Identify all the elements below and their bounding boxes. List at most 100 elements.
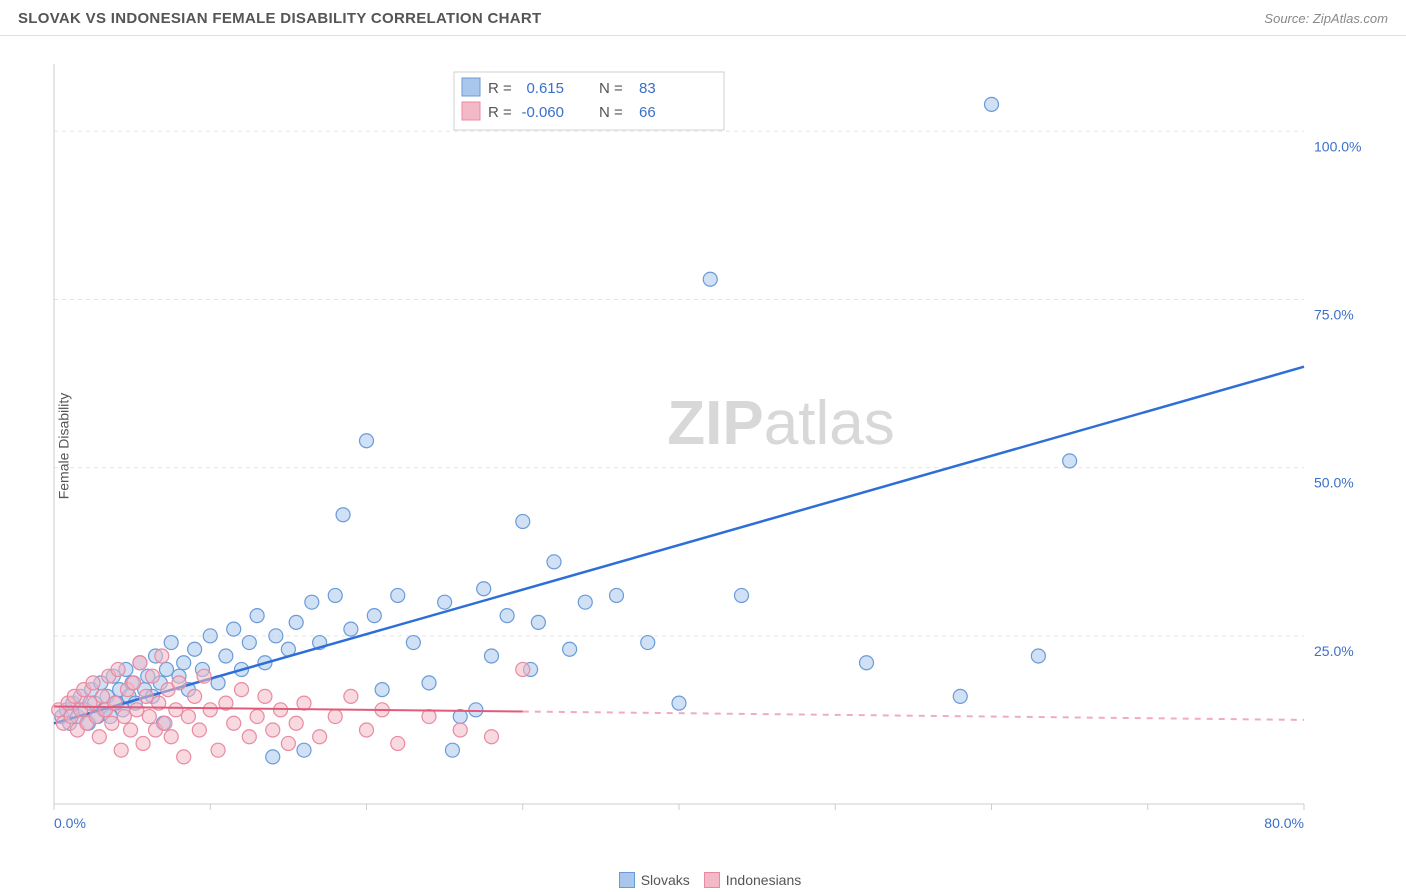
scatter-point-indonesians xyxy=(127,676,141,690)
scatter-point-indonesians xyxy=(485,730,499,744)
scatter-point-indonesians xyxy=(250,710,264,724)
scatter-point-indonesians xyxy=(197,669,211,683)
scatter-point-indonesians xyxy=(453,723,467,737)
scatter-point-indonesians xyxy=(169,703,183,717)
scatter-point-slovaks xyxy=(672,696,686,710)
scatter-point-indonesians xyxy=(83,696,97,710)
scatter-point-slovaks xyxy=(344,622,358,636)
scatter-point-indonesians xyxy=(130,703,144,717)
legend-r-label: R = xyxy=(488,80,512,97)
scatter-point-slovaks xyxy=(336,508,350,522)
scatter-point-slovaks xyxy=(266,750,280,764)
scatter-point-slovaks xyxy=(547,555,561,569)
scatter-point-indonesians xyxy=(117,710,131,724)
scatter-point-indonesians xyxy=(164,730,178,744)
scatter-point-slovaks xyxy=(250,609,264,623)
scatter-point-indonesians xyxy=(142,710,156,724)
scatter-point-slovaks xyxy=(160,662,174,676)
scatter-point-indonesians xyxy=(328,710,342,724)
scatter-point-slovaks xyxy=(203,629,217,643)
scatter-point-indonesians xyxy=(313,730,327,744)
legend-swatch-slovaks xyxy=(462,78,480,96)
scatter-point-slovaks xyxy=(438,595,452,609)
scatter-point-indonesians xyxy=(111,662,125,676)
scatter-point-indonesians xyxy=(266,723,280,737)
scatter-point-indonesians xyxy=(344,689,358,703)
scatter-point-indonesians xyxy=(136,736,150,750)
watermark: ZIPatlas xyxy=(667,389,894,458)
y-tick-label: 50.0% xyxy=(1314,475,1354,491)
scatter-point-slovaks xyxy=(269,629,283,643)
x-tick-label: 0.0% xyxy=(54,815,86,831)
scatter-point-slovaks xyxy=(242,636,256,650)
scatter-point-indonesians xyxy=(422,710,436,724)
scatter-point-slovaks xyxy=(328,588,342,602)
scatter-point-indonesians xyxy=(145,669,159,683)
y-tick-label: 25.0% xyxy=(1314,643,1354,659)
bottom-legend-swatch-indonesians xyxy=(704,872,720,888)
scatter-point-indonesians xyxy=(95,689,109,703)
scatter-point-indonesians xyxy=(360,723,374,737)
scatter-point-slovaks xyxy=(500,609,514,623)
scatter-point-slovaks xyxy=(563,642,577,656)
scatter-point-slovaks xyxy=(610,588,624,602)
scatter-point-slovaks xyxy=(289,615,303,629)
legend-n-value: 66 xyxy=(639,104,656,121)
scatter-point-slovaks xyxy=(406,636,420,650)
scatter-point-slovaks xyxy=(703,272,717,286)
legend-r-value: -0.060 xyxy=(521,104,564,121)
scatter-point-slovaks xyxy=(219,649,233,663)
scatter-point-slovaks xyxy=(985,97,999,111)
scatter-point-slovaks xyxy=(360,434,374,448)
chart-plot-area: 25.0%50.0%75.0%100.0%ZIPatlas0.0%80.0%R … xyxy=(44,44,1396,862)
scatter-point-slovaks xyxy=(375,683,389,697)
chart-source: Source: ZipAtlas.com xyxy=(1264,11,1388,26)
scatter-point-slovaks xyxy=(188,642,202,656)
scatter-point-slovaks xyxy=(953,689,967,703)
scatter-point-indonesians xyxy=(297,696,311,710)
scatter-point-indonesians xyxy=(391,736,405,750)
scatter-point-slovaks xyxy=(297,743,311,757)
source-label: Source: xyxy=(1264,11,1309,26)
legend-n-label: N = xyxy=(599,104,623,121)
scatter-point-indonesians xyxy=(211,743,225,757)
scatter-point-slovaks xyxy=(445,743,459,757)
scatter-point-slovaks xyxy=(485,649,499,663)
scatter-point-slovaks xyxy=(578,595,592,609)
bottom-legend: SlovaksIndonesians xyxy=(0,872,1406,888)
scatter-point-indonesians xyxy=(133,656,147,670)
scatter-point-slovaks xyxy=(469,703,483,717)
scatter-point-indonesians xyxy=(177,750,191,764)
scatter-point-slovaks xyxy=(227,622,241,636)
x-tick-label: 80.0% xyxy=(1264,815,1304,831)
scatter-point-indonesians xyxy=(86,676,100,690)
scatter-chart-svg: 25.0%50.0%75.0%100.0%ZIPatlas0.0%80.0%R … xyxy=(44,44,1384,844)
scatter-point-indonesians xyxy=(181,710,195,724)
scatter-point-indonesians xyxy=(203,703,217,717)
y-tick-label: 100.0% xyxy=(1314,138,1361,154)
legend-r-label: R = xyxy=(488,104,512,121)
scatter-point-indonesians xyxy=(235,683,249,697)
scatter-point-slovaks xyxy=(305,595,319,609)
scatter-point-indonesians xyxy=(258,689,272,703)
scatter-point-slovaks xyxy=(531,615,545,629)
legend-swatch-indonesians xyxy=(462,102,480,120)
scatter-point-indonesians xyxy=(242,730,256,744)
scatter-point-slovaks xyxy=(641,636,655,650)
scatter-point-slovaks xyxy=(177,656,191,670)
trend-line-indonesians-dashed xyxy=(523,712,1304,720)
scatter-point-slovaks xyxy=(391,588,405,602)
scatter-point-slovaks xyxy=(860,656,874,670)
scatter-point-indonesians xyxy=(188,689,202,703)
scatter-point-slovaks xyxy=(1031,649,1045,663)
legend-r-value: 0.615 xyxy=(526,80,564,97)
scatter-point-indonesians xyxy=(516,662,530,676)
scatter-point-indonesians xyxy=(227,716,241,730)
scatter-point-indonesians xyxy=(281,736,295,750)
scatter-point-indonesians xyxy=(155,649,169,663)
source-name: ZipAtlas.com xyxy=(1313,11,1388,26)
legend-n-value: 83 xyxy=(639,80,656,97)
scatter-point-slovaks xyxy=(164,636,178,650)
bottom-legend-label: Indonesians xyxy=(726,872,802,888)
chart-header: SLOVAK VS INDONESIAN FEMALE DISABILITY C… xyxy=(0,0,1406,36)
